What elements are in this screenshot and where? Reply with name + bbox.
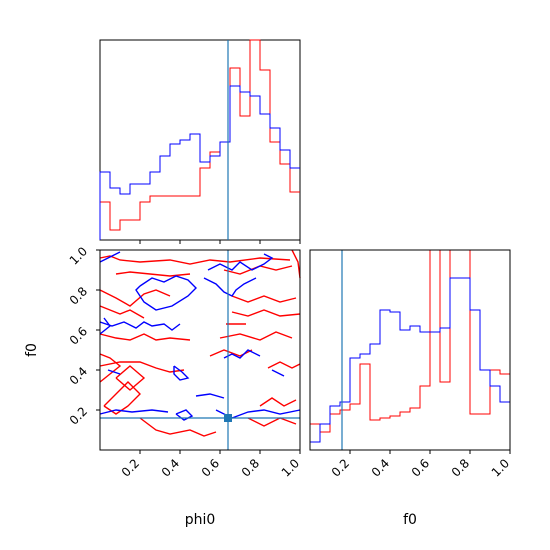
contour-frame xyxy=(99,249,301,451)
hist-f0-xtick-label-0: 0.2 xyxy=(329,456,352,479)
contour-xtick-label-3: 0.8 xyxy=(239,456,262,479)
contour-red-3 xyxy=(99,305,145,319)
contour-red-17 xyxy=(259,397,297,407)
contour-red-8 xyxy=(115,365,146,391)
hist-f0-xtick-label-3: 0.8 xyxy=(449,456,472,479)
contour-xtick-label-4: 1.0 xyxy=(279,456,302,479)
contour-xtick-label-1: 0.4 xyxy=(159,456,182,479)
hist-f0-xtick-label-2: 0.6 xyxy=(409,456,432,479)
contour-blue-24 xyxy=(173,365,190,381)
contour-blue-20 xyxy=(99,251,121,263)
xlabel-phi0: phi0 xyxy=(185,512,216,528)
hist-phi0-frame xyxy=(99,39,301,241)
contour-ytick-label-0: 0.2 xyxy=(67,404,90,427)
contour-blue-26 xyxy=(99,409,169,415)
hist-f0-red-line xyxy=(309,249,510,450)
hist-f0-frame xyxy=(309,249,511,451)
hist-f0-blue-line xyxy=(309,277,510,450)
contour-red-2 xyxy=(99,289,171,307)
contour-red-16 xyxy=(267,361,301,369)
contour-blue-28 xyxy=(195,393,225,399)
contour-yticks: 0.2 0.4 0.6 0.8 1.0 xyxy=(67,244,100,428)
contour-blue-32 xyxy=(223,349,261,359)
truth-marker xyxy=(224,414,232,422)
contour-blue-22 xyxy=(99,321,181,331)
contour-xtick-label-2: 0.6 xyxy=(199,456,222,479)
contour-red-6 xyxy=(99,353,122,383)
contour-ytick-label-3: 0.8 xyxy=(67,284,90,307)
contour-red-14 xyxy=(219,331,293,341)
hist-f0-ticks: 0.2 0.4 0.6 0.8 1.0 xyxy=(329,450,512,480)
contour-red-18 xyxy=(247,417,297,427)
contour-blue-31 xyxy=(203,277,257,297)
hist-phi0-panel xyxy=(99,39,301,244)
ylabel-f0: f0 xyxy=(24,343,40,357)
hist-phi0-blue-line xyxy=(99,85,300,240)
contour-ytick-label-2: 0.6 xyxy=(67,324,90,347)
contour-red-7 xyxy=(103,381,141,415)
hist-f0-xtick-label-1: 0.4 xyxy=(369,456,392,479)
contour-red-9 xyxy=(139,417,217,437)
contour-red-0 xyxy=(99,255,291,265)
contour-xticks: 0.2 0.4 0.6 0.8 1.0 xyxy=(119,450,302,480)
xlabel-f0: f0 xyxy=(403,512,417,528)
contour-red-11 xyxy=(231,295,297,303)
contour-red-4 xyxy=(99,333,191,341)
contour-blue-33 xyxy=(271,369,285,377)
contour-red-5 xyxy=(99,361,185,373)
contour-xtick-label-0: 0.2 xyxy=(119,456,142,479)
contour-blue-30 xyxy=(207,253,274,271)
contour-red-19 xyxy=(291,249,301,279)
contour-red-12 xyxy=(231,309,301,317)
contour-red-1 xyxy=(115,271,191,277)
hist-f0-panel: 0.2 0.4 0.6 0.8 1.0 f0 xyxy=(309,249,512,528)
contour-blue-23 xyxy=(99,317,111,335)
contour-ytick-label-1: 0.4 xyxy=(67,364,90,387)
hist-f0-xtick-label-4: 1.0 xyxy=(489,456,512,479)
contour-ytick-label-4: 1.0 xyxy=(67,244,90,267)
hist-phi0-series xyxy=(99,39,300,240)
hist-phi0-ticks xyxy=(139,240,301,244)
contour-red-15 xyxy=(209,349,253,357)
contour-lines xyxy=(99,249,301,437)
hist-f0-series xyxy=(309,249,510,450)
contour-blue-27 xyxy=(107,369,121,375)
contour-panel: 0.2 0.4 0.6 0.8 1.0 0.2 0.4 0.6 0.8 1.0 phi0 f0 xyxy=(24,244,302,528)
contour-blue-21 xyxy=(135,275,197,311)
